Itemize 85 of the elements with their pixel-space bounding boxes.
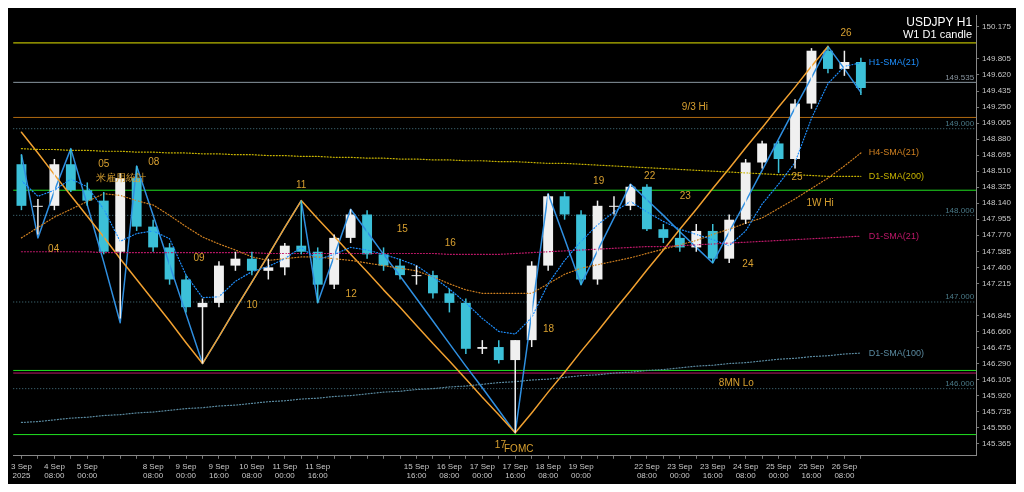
y-tick-label: 146.475 [982, 342, 1012, 352]
x-tick-label: 17 Sep 00:00 [469, 461, 496, 481]
annotation: 22 [644, 169, 656, 181]
candlestick [444, 288, 455, 314]
y-tick-label: 146.290 [982, 358, 1012, 368]
series-label: D1-SMA(100) [868, 347, 924, 358]
text: USDJPY H1 [906, 15, 973, 30]
y-tick-label: 149.435 [982, 86, 1012, 96]
annotation: 26 [840, 27, 853, 39]
line-series [20, 352, 862, 424]
series-label: H1-SMA(21) [868, 57, 919, 68]
candlestick [230, 250, 241, 272]
y-tick-label: 148.325 [982, 182, 1012, 192]
x-tick-label: 17 Sep 16:00 [502, 461, 529, 481]
annotation: 08 [148, 156, 160, 168]
y-tick-label: 145.920 [982, 390, 1012, 400]
candlestick [559, 191, 570, 221]
annotation: 1W Hi [806, 197, 834, 209]
annotation: 8MN Lo [718, 377, 755, 389]
x-tick-label: 18 Sep 08:00 [535, 461, 562, 481]
annotation: 11 [295, 178, 307, 190]
annotation: 25 [791, 171, 803, 183]
ref-line-label: 147.000 [945, 292, 975, 302]
x-tick-label: 9 Sep 00:00 [175, 461, 198, 481]
x-tick-label: 15 Sep 16:00 [403, 461, 430, 481]
x-tick-label: 25 Sep 16:00 [798, 461, 825, 481]
x-tick-label: 8 Sep 08:00 [142, 461, 165, 481]
annotation: 24 [742, 257, 754, 269]
y-tick-label: 148.510 [982, 166, 1012, 176]
x-tick-label: 23 Sep 16:00 [700, 461, 726, 481]
y-tick-label: 149.620 [982, 70, 1012, 80]
y-tick-label: 146.105 [982, 374, 1012, 384]
y-tick-label: 146.845 [982, 310, 1012, 320]
y-tick-label: 145.735 [982, 406, 1012, 416]
annotation: 12 [345, 287, 358, 299]
x-tick-label: 24 Sep 08:00 [732, 461, 759, 481]
text: W1 D1 candle [902, 28, 973, 41]
series-label: H4-SMA(21) [868, 147, 919, 158]
y-tick-label: 147.955 [982, 214, 1012, 224]
x-tick-label: 23 Sep 00:00 [667, 461, 694, 481]
annotation: 05 [98, 157, 110, 169]
y-tick-label: 147.215 [982, 278, 1012, 288]
y-tick-label: 147.770 [982, 230, 1012, 240]
annotation: 15 [396, 222, 409, 234]
ref-line-label: 146.000 [945, 378, 975, 388]
x-tick-label: 22 Sep 08:00 [634, 461, 661, 481]
x-tick-label: 11 Sep 00:00 [272, 461, 298, 481]
x-tick-label: 19 Sep 00:00 [568, 461, 595, 481]
candlestick [658, 223, 669, 244]
y-tick-label: 145.365 [982, 438, 1012, 448]
annotation: 9/3 Hi [681, 101, 708, 113]
annotation: FOMC [504, 442, 534, 454]
y-tick-label: 145.550 [982, 422, 1012, 432]
x-tick-label: 11 Sep 16:00 [305, 461, 331, 481]
annotation: 23 [679, 189, 692, 201]
annotation: 18 [543, 322, 555, 334]
x-tick-label: 5 Sep 00:00 [76, 461, 99, 481]
ref-line-label: 149.535 [945, 72, 975, 82]
y-tick-label: 149.805 [982, 54, 1012, 64]
y-tick-label: 148.880 [982, 134, 1012, 144]
y-tick-label: 149.250 [982, 102, 1012, 112]
annotation: 16 [444, 237, 457, 249]
x-tick-label: 4 Sep 08:00 [43, 461, 66, 481]
x-tick-label: 16 Sep 08:00 [436, 461, 463, 481]
annotation: 10 [246, 298, 259, 310]
series-label: D1-SMA(200) [868, 170, 924, 181]
y-tick-label: 147.400 [982, 262, 1012, 272]
y-tick-label: 147.585 [982, 246, 1012, 256]
x-tick-label: 25 Sep 00:00 [765, 461, 792, 481]
y-tick-label: 150.175 [982, 22, 1012, 32]
ref-line-label: 149.000 [945, 118, 975, 128]
ref-line-label: 148.000 [945, 205, 975, 215]
y-tick-label: 148.695 [982, 150, 1012, 160]
annotation: 19 [593, 174, 605, 186]
candlestick [263, 257, 274, 281]
x-tick-label: 26 Sep 08:00 [831, 461, 858, 481]
y-tick-label: 148.140 [982, 198, 1012, 208]
y-tick-label: 149.065 [982, 118, 1012, 128]
series-label: D1-SMA(21) [868, 230, 919, 241]
x-tick-label: 10 Sep 08:00 [239, 461, 266, 481]
y-tick-label: 146.660 [982, 326, 1012, 336]
annotation: 09 [193, 251, 206, 263]
x-tick-label: 3 Sep 2025 [11, 461, 33, 481]
x-tick-label: 9 Sep 16:00 [208, 461, 230, 481]
annotation: 04 [48, 242, 60, 254]
